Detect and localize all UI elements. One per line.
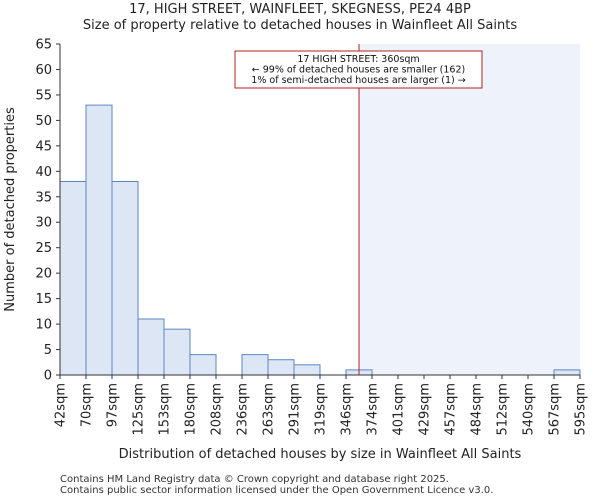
y-tick-label: 15	[35, 292, 52, 307]
y-tick-label: 40	[35, 165, 52, 180]
histogram-bar	[137, 318, 165, 376]
x-tick-label: 153sqm	[158, 383, 173, 436]
y-tick-label: 5	[44, 343, 52, 358]
y-tick-label: 20	[35, 267, 52, 282]
x-tick-label: 374sqm	[366, 383, 381, 436]
y-tick-label: 45	[35, 139, 52, 154]
x-tick-label: 42sqm	[54, 383, 69, 427]
y-tick-label: 25	[35, 241, 52, 256]
annotation-line: ← 99% of detached houses are smaller (16…	[252, 65, 465, 76]
histogram-bar	[189, 354, 217, 376]
histogram-bar	[241, 354, 269, 376]
y-tick-label: 0	[44, 369, 52, 384]
x-tick-label: 180sqm	[184, 383, 199, 436]
y-axis-title: Number of detached properties	[3, 107, 18, 312]
histogram-bar	[163, 328, 191, 376]
annotation-box	[234, 50, 483, 89]
annotation-line: 17 HIGH STREET: 360sqm	[297, 54, 419, 65]
y-tick-label: 50	[35, 114, 52, 129]
highlight-region	[359, 44, 580, 375]
x-tick-label: 236sqm	[236, 383, 251, 436]
x-tick-label: 595sqm	[574, 383, 589, 436]
histogram-bar	[85, 104, 113, 376]
x-tick-label: 457sqm	[444, 383, 459, 436]
x-axis-title: Distribution of detached houses by size …	[119, 447, 522, 462]
x-tick-label: 484sqm	[470, 383, 485, 436]
histogram-bar	[267, 359, 295, 376]
footer-licence: Contains public sector information licen…	[60, 485, 494, 496]
y-tick-label: 30	[35, 216, 52, 231]
y-tick-label: 55	[35, 88, 52, 103]
x-tick-label: 401sqm	[392, 383, 407, 436]
y-tick-label: 35	[35, 190, 52, 205]
histogram-chart: 0 5 10 15 20 25 30 35 40 45 50 55 60 65 42sqm 70sqm 97sq…	[3, 38, 589, 463]
x-tick-label: 319sqm	[314, 383, 329, 436]
x-tick-label: 125sqm	[132, 383, 147, 436]
x-tick-label: 208sqm	[210, 383, 225, 436]
y-tick-label: 10	[35, 318, 52, 333]
histogram-bar	[553, 369, 581, 376]
y-tick-label: 60	[35, 63, 52, 78]
chart-subtitle: Size of property relative to detached ho…	[82, 18, 518, 33]
x-tick-label: 512sqm	[496, 383, 511, 436]
x-tick-label: 540sqm	[522, 383, 537, 436]
x-tick-label: 429sqm	[418, 383, 433, 436]
annotation-line: 1% of semi-detached houses are larger (1…	[251, 75, 465, 86]
x-tick-label: 567sqm	[548, 383, 563, 436]
histogram-bar	[59, 180, 87, 376]
chart-title: 17, HIGH STREET, WAINFLEET, SKEGNESS, PE…	[129, 2, 471, 17]
histogram-bar	[293, 364, 321, 376]
x-tick-label: 346sqm	[340, 383, 355, 436]
histogram-bar	[111, 180, 139, 376]
x-tick-label: 97sqm	[106, 383, 121, 427]
footer-copyright: Contains HM Land Registry data © Crown c…	[60, 474, 449, 485]
x-tick-label: 70sqm	[80, 383, 95, 427]
x-tick-label: 291sqm	[288, 383, 303, 436]
y-tick-label: 65	[35, 38, 52, 53]
x-tick-label: 263sqm	[262, 383, 277, 436]
